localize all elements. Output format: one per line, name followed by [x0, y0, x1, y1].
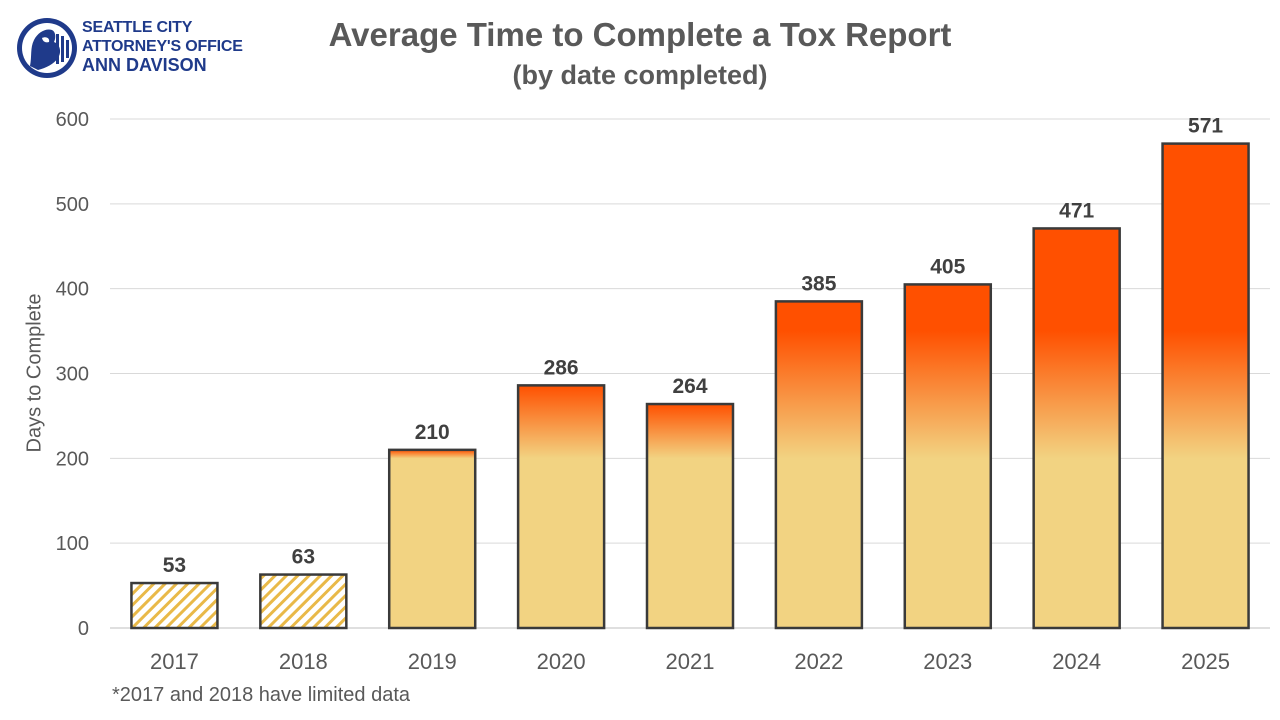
bar-2020: [516, 384, 606, 630]
bar-2017: [130, 581, 219, 630]
y-tick-label: 400: [56, 279, 89, 301]
bar-2021: [645, 402, 735, 630]
x-tick-label: 2025: [1181, 649, 1230, 674]
bar-2019: [387, 448, 477, 630]
x-tick-label: 2021: [666, 649, 715, 674]
logo-line-3: ANN DAVISON: [82, 55, 207, 75]
bar-2018: [259, 573, 348, 630]
y-tick-label: 600: [56, 109, 89, 131]
x-tick-label: 2023: [923, 649, 972, 674]
x-tick-label: 2018: [279, 649, 328, 674]
seattle-seal-icon: [17, 18, 77, 78]
data-label: 385: [801, 272, 836, 295]
data-label: 471: [1059, 199, 1094, 222]
x-tick-label: 2020: [537, 649, 586, 674]
data-label: 286: [544, 356, 579, 379]
y-tick-label: 200: [56, 448, 89, 470]
chart-title: Average Time to Complete a Tox Report: [328, 16, 952, 53]
data-label: 571: [1188, 115, 1223, 138]
logo-line-1: SEATTLE CITY: [82, 19, 193, 36]
bar-2022: [774, 300, 864, 630]
bar-2023: [903, 283, 993, 630]
x-tick-label: 2019: [408, 649, 457, 674]
footnote: *2017 and 2018 have limited data: [112, 684, 411, 706]
data-label: 210: [415, 421, 450, 444]
data-label: 53: [163, 554, 186, 577]
bar-2025: [1161, 142, 1250, 630]
y-tick-label: 100: [56, 533, 89, 555]
x-tick-label: 2017: [150, 649, 199, 674]
x-tick-label: 2024: [1052, 649, 1101, 674]
logo-line-2: ATTORNEY'S OFFICE: [82, 38, 243, 55]
y-tick-label: 500: [56, 194, 89, 216]
y-tick-label: 300: [56, 364, 89, 386]
logo: SEATTLE CITY ATTORNEY'S OFFICE ANN DAVIS…: [16, 16, 256, 82]
y-tick-label: 0: [78, 618, 89, 640]
chart-subtitle: (by date completed): [512, 60, 768, 90]
x-tick-label: 2022: [794, 649, 843, 674]
data-label: 405: [930, 255, 965, 278]
data-label: 63: [292, 546, 315, 569]
bar-2024: [1032, 227, 1121, 630]
data-label: 264: [672, 375, 707, 398]
